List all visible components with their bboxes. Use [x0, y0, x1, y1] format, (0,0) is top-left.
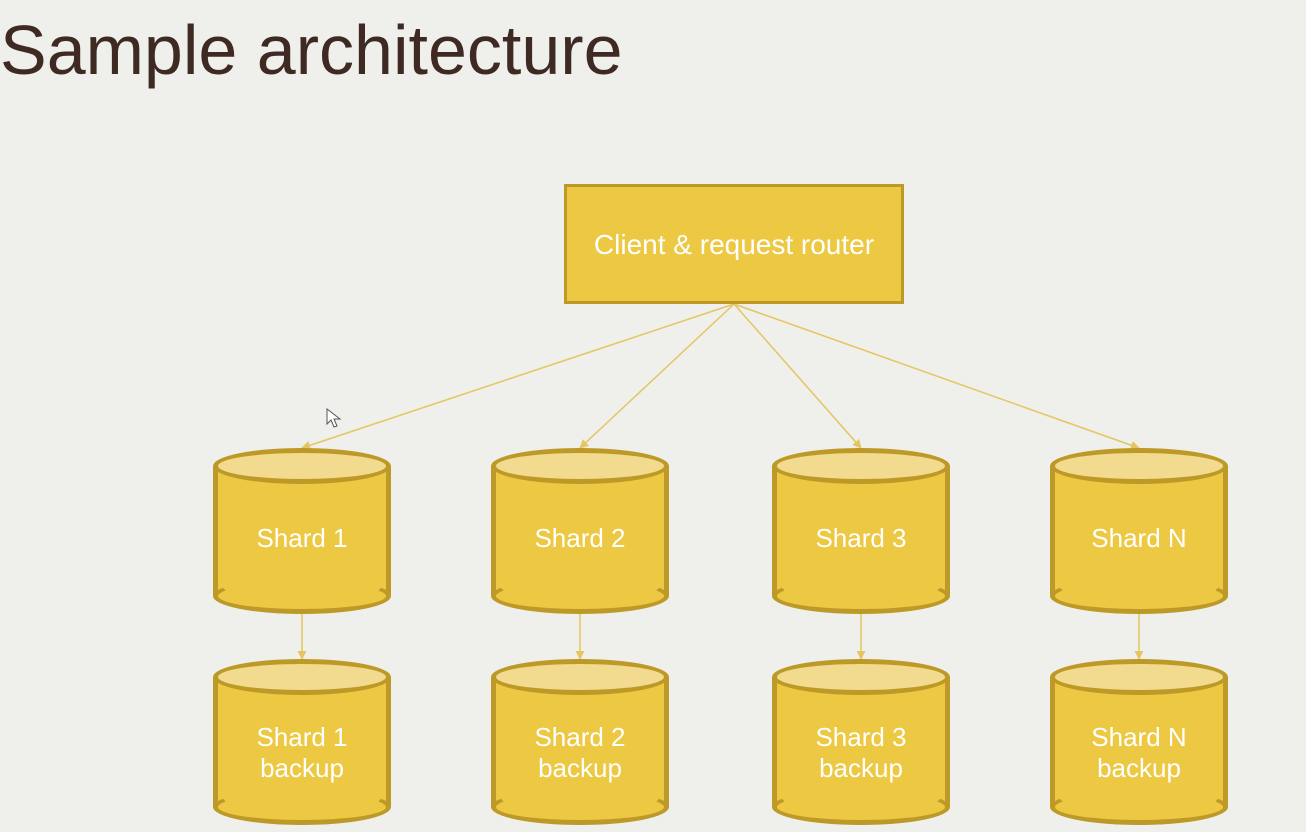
slide-title: Sample architecture [0, 10, 623, 90]
slide: Sample architecture Client & request rou… [0, 0, 1306, 832]
cylinder-shard-2-backup: Shard 2backup [491, 659, 669, 825]
cylinder-shard-1-backup: Shard 1backup [213, 659, 391, 825]
connector-router-to-shard-1 [302, 304, 734, 448]
connector-router-to-shard-3 [734, 304, 861, 448]
cylinder-shard-n: Shard N [1050, 448, 1228, 614]
client-request-router: Client & request router [564, 184, 904, 304]
client-request-router-label: Client & request router [594, 227, 874, 262]
cylinder-shard-3: Shard 3 [772, 448, 950, 614]
cursor-icon [326, 408, 342, 430]
cylinder-shard-n-backup: Shard Nbackup [1050, 659, 1228, 825]
connector-router-to-shard-2 [580, 304, 734, 448]
cylinder-shard-3-backup: Shard 3backup [772, 659, 950, 825]
connector-router-to-shard-4 [734, 304, 1139, 448]
cylinder-shard-2: Shard 2 [491, 448, 669, 614]
cylinder-shard-1: Shard 1 [213, 448, 391, 614]
